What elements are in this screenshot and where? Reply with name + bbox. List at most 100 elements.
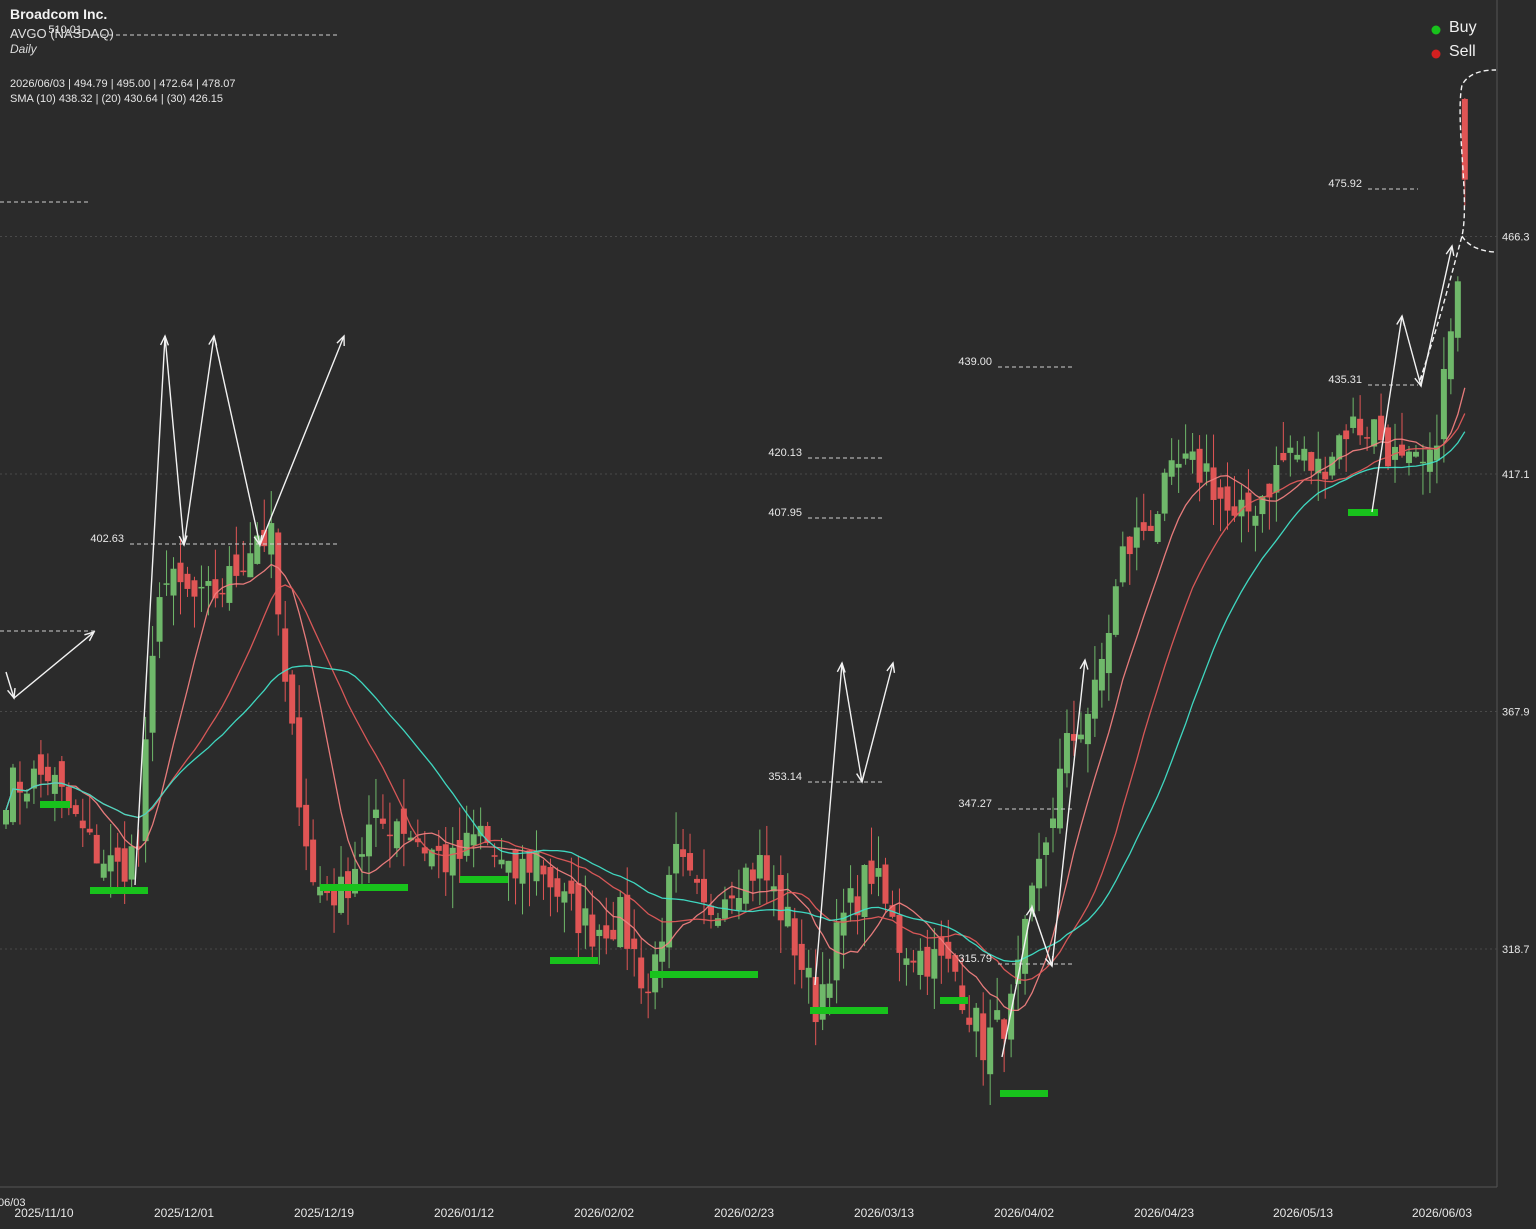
candle-body (317, 886, 324, 896)
candle-body (1350, 416, 1357, 428)
y-tick-label: 367.9 (1502, 707, 1530, 719)
candle-body (463, 832, 470, 856)
candle-body (1084, 713, 1091, 745)
legend-sell-dot (1431, 49, 1441, 59)
candle-body (310, 839, 317, 883)
candle-body (303, 804, 310, 847)
candle-body (212, 579, 219, 599)
x-tick-label: 2025/12/01 (154, 1206, 214, 1220)
candle-body (554, 878, 561, 897)
candle-body (659, 941, 666, 962)
x-tick-label: 2026/03/13 (854, 1206, 914, 1220)
candle-body (575, 883, 582, 934)
forecast-arrow-head (178, 535, 188, 547)
candle-body (1245, 492, 1252, 512)
candle-body (826, 983, 833, 998)
candle-body (1426, 449, 1433, 472)
candle-body (582, 908, 589, 926)
candle-body (861, 865, 868, 918)
candle-body (728, 895, 735, 899)
ticker-symbol: AVGO (NASDAQ) (10, 26, 114, 41)
candle-body (1419, 461, 1426, 464)
x-tick-label: 2025/11/10 (14, 1206, 73, 1220)
candle-body (1063, 733, 1070, 774)
candle-body (666, 874, 673, 948)
y-tick-label: 318.7 (1502, 944, 1530, 956)
candle-body (561, 891, 568, 903)
candle-body (547, 867, 554, 888)
candle-body (1287, 447, 1294, 453)
candle-body (1273, 465, 1280, 493)
candle-body (610, 929, 617, 940)
candle-body (1119, 546, 1126, 583)
candle-body (456, 839, 463, 859)
candle-body (289, 674, 296, 724)
candle-body (910, 960, 917, 963)
candle-body (1217, 487, 1224, 499)
buy-signal-bar (460, 876, 508, 883)
candle-body (1238, 499, 1245, 517)
candle-body (973, 1007, 980, 1032)
candle-body (282, 628, 289, 682)
company-name: Broadcom Inc. (10, 6, 108, 22)
candle-body (840, 912, 847, 936)
buy-signal-bar (650, 971, 758, 978)
x-tick-label: 2026/01/12 (434, 1206, 494, 1220)
candle-body (749, 869, 756, 881)
level-label: 439.00 (958, 356, 992, 368)
candle-body (58, 761, 65, 787)
candle-body (275, 532, 282, 615)
candle-body (854, 896, 861, 916)
candle-body (680, 849, 687, 857)
forecast-arrow-line (134, 335, 345, 886)
candle-body (331, 889, 338, 906)
candle-body (44, 766, 51, 782)
candle-body (163, 583, 170, 585)
sma-10-line (5, 387, 1466, 1012)
candle-body (1091, 679, 1098, 719)
candle-body (1308, 452, 1315, 471)
candle-body (931, 949, 938, 979)
candle-body (142, 739, 149, 842)
x-edge-label: 06/03 (0, 1197, 26, 1209)
forecast-arrow-line (1001, 659, 1086, 1058)
candle-body (198, 586, 205, 589)
forecast-arrow-head (159, 334, 170, 346)
candle-body (603, 925, 610, 939)
candle-body (470, 834, 477, 846)
level-label: 435.31 (1328, 374, 1362, 386)
candle-body (1098, 658, 1105, 691)
candle-body (1454, 281, 1461, 338)
candle-body (338, 876, 345, 913)
candle-body (1133, 527, 1140, 548)
candle-body (233, 554, 240, 576)
candle-body (484, 826, 491, 844)
legend-buy-dot (1431, 25, 1441, 35)
buy-signal-bar (90, 887, 148, 894)
candle-body (1433, 445, 1440, 461)
candle-body (219, 592, 226, 595)
candle-body (1357, 418, 1364, 436)
buy-signal-bar (40, 801, 70, 808)
level-label: 402.63 (90, 533, 124, 545)
projection-range-path (1419, 69, 1497, 381)
candle-body (673, 843, 680, 874)
candle-body (707, 905, 714, 916)
candle-body (1336, 435, 1343, 460)
ohlc-readout: 2026/06/03 | 494.79 | 495.00 | 472.64 | … (10, 78, 236, 90)
candle-body (1203, 463, 1210, 472)
buy-signal-bar (1348, 509, 1378, 516)
candle-body (268, 523, 275, 555)
candle-body (191, 580, 198, 597)
x-tick-label: 2025/12/19 (294, 1206, 354, 1220)
candle-body (540, 865, 547, 875)
candle-body (386, 834, 393, 837)
candle-body (1461, 98, 1468, 180)
y-tick-label: 417.1 (1502, 469, 1530, 481)
candle-body (1168, 460, 1175, 477)
candle-body (714, 918, 721, 926)
candle-body (247, 553, 254, 578)
candle-body (393, 821, 400, 849)
